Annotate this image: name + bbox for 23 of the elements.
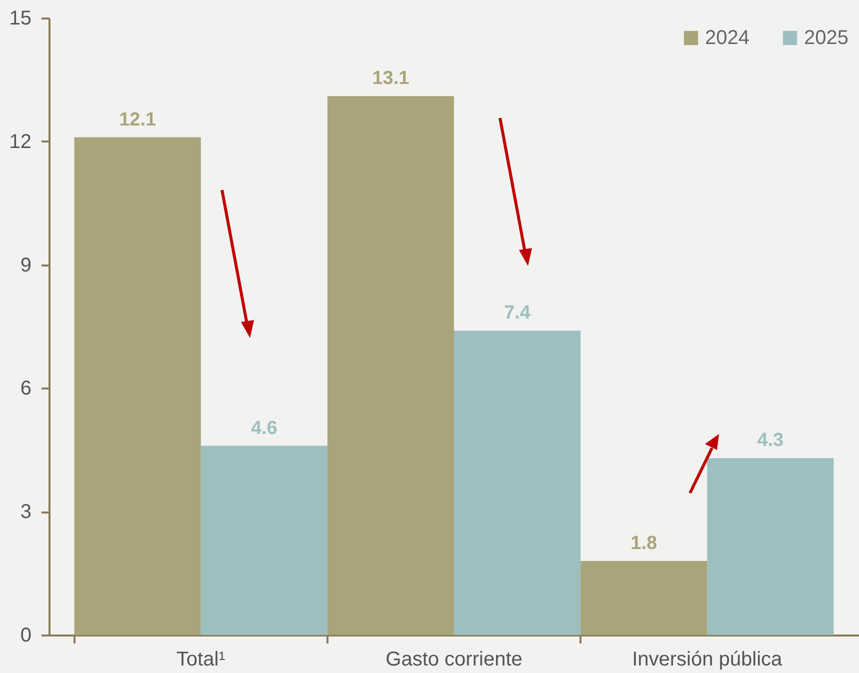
bar bbox=[74, 137, 201, 635]
bar bbox=[454, 330, 581, 635]
data-label: 13.1 bbox=[372, 68, 410, 90]
data-label: 4.6 bbox=[250, 418, 278, 439]
y-tick-label: 9 bbox=[20, 254, 32, 276]
x-tick-label: Total¹ bbox=[176, 648, 226, 670]
data-label: 1.8 bbox=[630, 532, 658, 554]
legend-label: 2025 bbox=[804, 27, 848, 49]
data-label: 7.4 bbox=[504, 302, 531, 324]
data-label: 12.1 bbox=[119, 109, 157, 130]
y-tick-label: 0 bbox=[20, 624, 32, 646]
bar bbox=[580, 560, 708, 635]
data-label: 4.3 bbox=[757, 430, 784, 452]
legend-label: 2024 bbox=[705, 27, 750, 49]
y-tick-label: 6 bbox=[20, 378, 32, 400]
x-tick-label: Gasto corriente bbox=[386, 648, 522, 670]
bar bbox=[707, 458, 834, 635]
y-tick-label: 15 bbox=[9, 8, 32, 30]
bar bbox=[200, 446, 328, 635]
y-tick-label: 3 bbox=[20, 501, 32, 524]
bar bbox=[327, 96, 454, 635]
x-tick-label: Inversión pública bbox=[632, 648, 784, 670]
y-tick-label: 12 bbox=[9, 130, 32, 153]
